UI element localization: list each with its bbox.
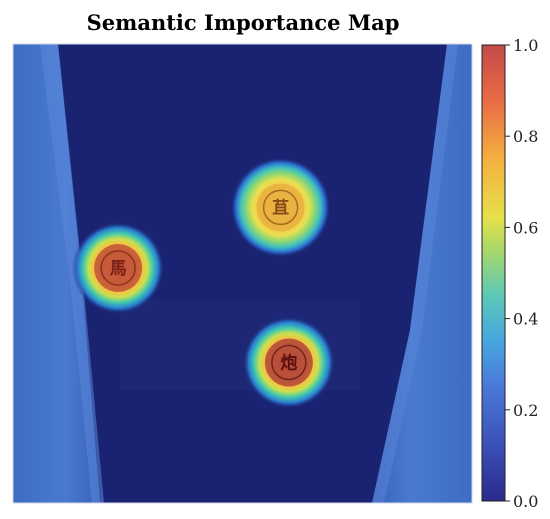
chart-title: Semantic Importance Map — [87, 10, 400, 35]
left-wall — [13, 44, 100, 503]
colorbar-tick-label: 0.6 — [513, 218, 538, 237]
chess-piece-label: 馬 — [110, 259, 127, 279]
heatmap-area: 馬 苴炮 — [13, 44, 472, 503]
colorbar-tick-label: 0.0 — [513, 492, 538, 511]
hotspots: 馬 苴炮 — [72, 157, 335, 409]
colorbar-tick-label: 0.8 — [513, 127, 538, 146]
colorbar-tick-label: 1.0 — [513, 36, 538, 55]
chess-piece-ring — [262, 189, 299, 226]
chess-piece-ring — [271, 344, 307, 381]
plot-frame — [12, 43, 473, 504]
chess-piece-label: 炮 — [280, 353, 297, 374]
colorbar-ticks: 0.0 0.2 0.4 0.6 0.8 1.0 — [505, 36, 538, 511]
colorbar-tick-label: 0.2 — [513, 401, 538, 420]
colorbar-tick-label: 0.4 — [513, 310, 538, 329]
left-wall-edge — [40, 44, 104, 503]
colorbar-gradient — [481, 44, 506, 502]
right-wall-edge — [372, 44, 458, 503]
chess-piece-label: 苴 — [272, 197, 289, 218]
colorbar: 0.0 0.2 0.4 0.6 0.8 1.0 — [481, 36, 538, 511]
chess-piece-ring — [100, 250, 136, 286]
